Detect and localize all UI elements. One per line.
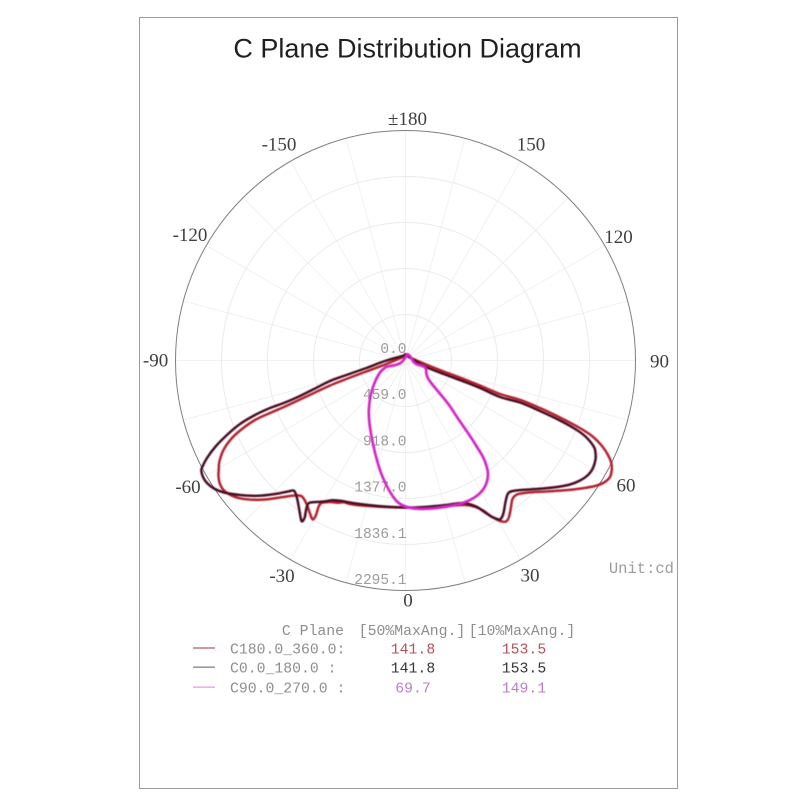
svg-text:141.8: 141.8 (391, 643, 435, 659)
svg-text:153.5: 153.5 (502, 643, 546, 659)
svg-text:C90.0_270.0 :: C90.0_270.0 : (230, 682, 345, 698)
svg-text:-90: -90 (143, 351, 168, 372)
svg-text:C Plane: C Plane (282, 624, 344, 640)
svg-text:-60: -60 (175, 477, 200, 498)
svg-text:120: 120 (604, 227, 633, 248)
svg-text:-150: -150 (262, 135, 297, 156)
svg-text:C Plane Distribution Diagram: C Plane Distribution Diagram (233, 34, 581, 64)
svg-text:[10%MaxAng.]: [10%MaxAng.] (469, 624, 576, 640)
svg-text:-30: -30 (269, 566, 294, 587)
svg-text:[50%MaxAng.]: [50%MaxAng.] (359, 624, 466, 640)
svg-text:-120: -120 (173, 225, 208, 246)
svg-text:0: 0 (403, 591, 413, 612)
svg-text:1377.0: 1377.0 (354, 481, 406, 497)
svg-text:149.1: 149.1 (502, 682, 547, 698)
svg-text:2295.1: 2295.1 (354, 573, 406, 589)
svg-text:150: 150 (517, 135, 546, 156)
svg-text:918.0: 918.0 (363, 434, 407, 450)
svg-text:1836.1: 1836.1 (354, 527, 406, 543)
svg-text:0.0: 0.0 (380, 342, 406, 358)
svg-text:459.0: 459.0 (363, 388, 407, 404)
svg-text:60: 60 (617, 476, 636, 497)
svg-text:141.8: 141.8 (391, 662, 435, 678)
svg-text:C0.0_180.0 :: C0.0_180.0 : (230, 662, 337, 678)
svg-text:±180: ±180 (388, 109, 427, 130)
svg-text:30: 30 (521, 566, 540, 587)
svg-text:90: 90 (650, 352, 669, 373)
svg-text:69.7: 69.7 (395, 682, 431, 698)
svg-text:153.5: 153.5 (502, 662, 546, 678)
svg-text:Unit:cd: Unit:cd (609, 560, 674, 578)
svg-text:C180.0_360.0:: C180.0_360.0: (230, 643, 345, 659)
